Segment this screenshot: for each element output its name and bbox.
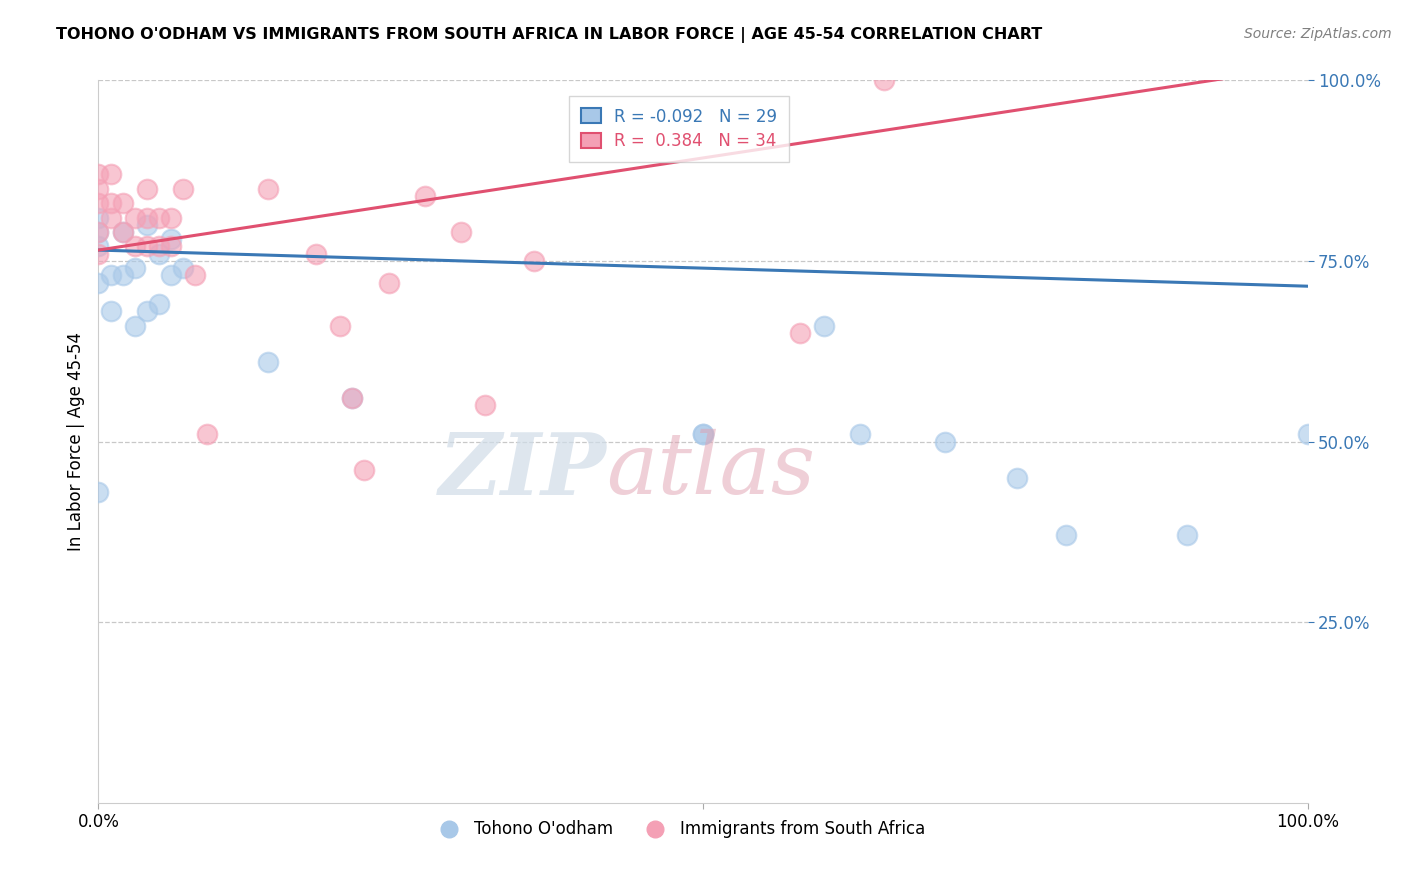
Text: TOHONO O'ODHAM VS IMMIGRANTS FROM SOUTH AFRICA IN LABOR FORCE | AGE 45-54 CORREL: TOHONO O'ODHAM VS IMMIGRANTS FROM SOUTH … bbox=[56, 27, 1042, 43]
Text: atlas: atlas bbox=[606, 429, 815, 512]
Point bbox=[377, 276, 399, 290]
Text: Source: ZipAtlas.com: Source: ZipAtlas.com bbox=[1244, 27, 1392, 41]
Point bbox=[87, 276, 110, 290]
Point bbox=[160, 232, 183, 246]
Point bbox=[87, 485, 110, 500]
Point bbox=[124, 318, 146, 333]
Point bbox=[135, 304, 157, 318]
Point bbox=[160, 211, 183, 225]
Point bbox=[124, 239, 146, 253]
Point bbox=[135, 211, 157, 225]
Point bbox=[413, 189, 436, 203]
Point bbox=[135, 218, 157, 232]
Point bbox=[87, 239, 110, 253]
Point bbox=[100, 196, 122, 211]
Point bbox=[184, 268, 207, 283]
Point bbox=[849, 427, 872, 442]
Point bbox=[148, 211, 170, 225]
Point bbox=[329, 318, 352, 333]
Point bbox=[195, 427, 218, 442]
Point bbox=[789, 326, 811, 340]
Point bbox=[87, 167, 110, 181]
Point bbox=[873, 73, 896, 87]
Point bbox=[87, 225, 110, 239]
Point bbox=[1054, 528, 1077, 542]
Point bbox=[523, 253, 546, 268]
Point bbox=[342, 391, 364, 405]
Point bbox=[450, 225, 472, 239]
Point bbox=[124, 261, 146, 276]
Point bbox=[692, 427, 714, 442]
Point bbox=[342, 391, 364, 405]
Y-axis label: In Labor Force | Age 45-54: In Labor Force | Age 45-54 bbox=[66, 332, 84, 551]
Point bbox=[1007, 470, 1029, 484]
Point bbox=[172, 182, 194, 196]
Point bbox=[87, 182, 110, 196]
Point bbox=[1175, 528, 1198, 542]
Legend: Tohono O'odham, Immigrants from South Africa: Tohono O'odham, Immigrants from South Af… bbox=[426, 814, 932, 845]
Point bbox=[474, 398, 496, 412]
Point bbox=[87, 225, 110, 239]
Point bbox=[111, 225, 134, 239]
Point bbox=[160, 239, 183, 253]
Point bbox=[353, 463, 375, 477]
Point bbox=[111, 225, 134, 239]
Point bbox=[172, 261, 194, 276]
Point bbox=[100, 304, 122, 318]
Point bbox=[87, 246, 110, 260]
Point bbox=[305, 246, 328, 260]
Point bbox=[256, 182, 278, 196]
Point bbox=[148, 246, 170, 260]
Point bbox=[160, 268, 183, 283]
Point bbox=[124, 211, 146, 225]
Point bbox=[256, 355, 278, 369]
Point bbox=[111, 196, 134, 211]
Point bbox=[813, 318, 835, 333]
Point bbox=[100, 211, 122, 225]
Point bbox=[100, 167, 122, 181]
Point bbox=[100, 268, 122, 283]
Point bbox=[87, 196, 110, 211]
Point bbox=[934, 434, 956, 449]
Point bbox=[87, 211, 110, 225]
Point bbox=[135, 239, 157, 253]
Point bbox=[1296, 427, 1319, 442]
Point bbox=[111, 268, 134, 283]
Text: ZIP: ZIP bbox=[439, 429, 606, 512]
Point bbox=[148, 297, 170, 311]
Point bbox=[135, 182, 157, 196]
Point bbox=[692, 427, 714, 442]
Point bbox=[148, 239, 170, 253]
